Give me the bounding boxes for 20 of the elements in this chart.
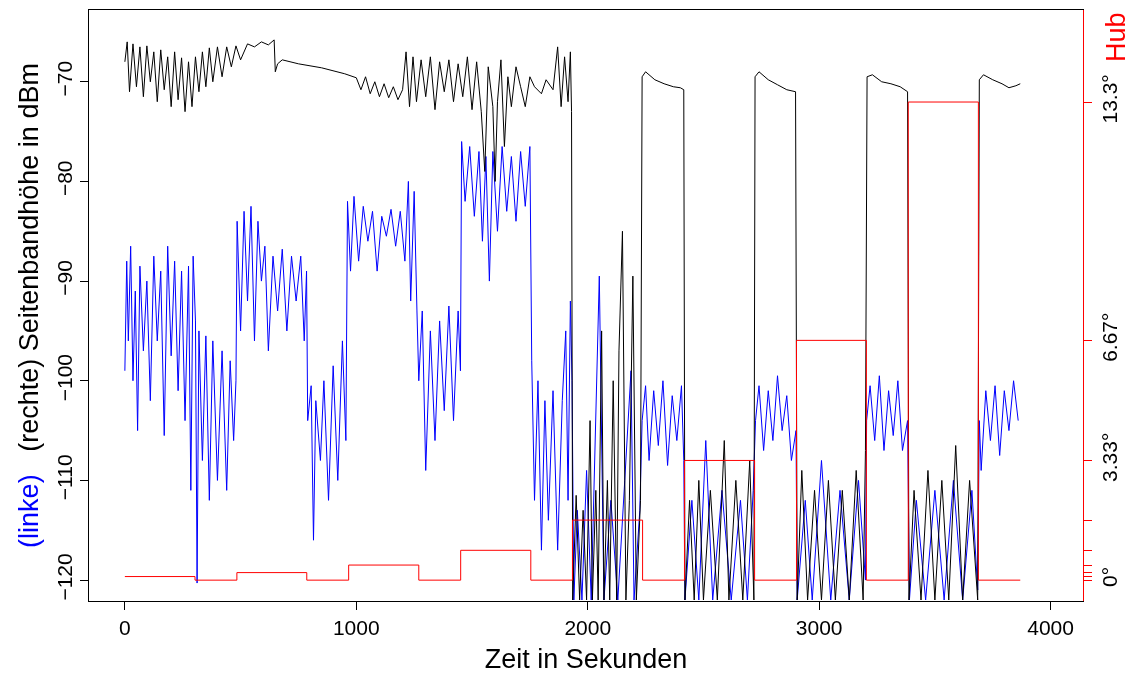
x-tick-label: 2000 xyxy=(564,616,612,640)
y-axis-title: Seitenbandhöhe in dBm xyxy=(13,63,44,352)
y-tick-label: −120 xyxy=(52,553,76,601)
y2-tick-label: 6.67° xyxy=(1098,312,1122,362)
y-tick-label: −80 xyxy=(52,160,76,197)
y2-tick-label: 3.33° xyxy=(1098,432,1122,482)
y-tick-label: −70 xyxy=(52,60,76,97)
x-tick-label: 1000 xyxy=(332,616,380,640)
y-tick-label: −100 xyxy=(52,353,76,402)
text: (linke) xyxy=(13,474,44,548)
y-tick-label: −110 xyxy=(52,454,76,501)
x-tick-label: 0 xyxy=(119,616,131,640)
text: (rechte) xyxy=(13,358,44,452)
x-tick-label: 4000 xyxy=(1027,616,1074,640)
y2-axis-title: Hub xyxy=(1101,12,1131,62)
y2-tick-label: 0° xyxy=(1098,566,1122,588)
y-tick-label: −90 xyxy=(52,260,76,296)
y2-tick-label: 13.3° xyxy=(1098,74,1122,124)
x-tick-label: 3000 xyxy=(795,616,843,640)
x-axis-title: Zeit in Sekunden xyxy=(484,643,688,674)
